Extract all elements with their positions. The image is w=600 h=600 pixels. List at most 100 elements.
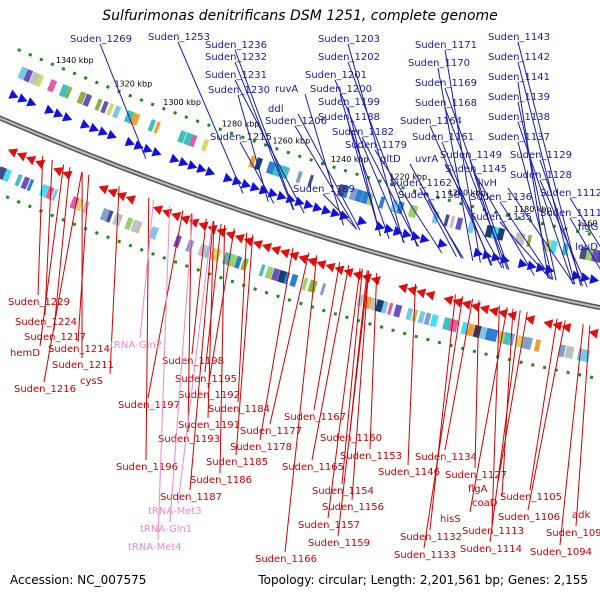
gene-label-upper: Suden_1199 — [318, 97, 380, 108]
gene-arrow-reverse — [316, 260, 327, 270]
feature-block-lower — [503, 332, 512, 346]
feature-block-upper — [526, 234, 533, 248]
feature-block-upper — [378, 196, 386, 209]
gene-arrow-forward — [303, 199, 314, 209]
gene-label-upper: Suden_1129 — [510, 150, 572, 161]
gene-arrow-forward — [356, 215, 368, 226]
feature-block-lower — [26, 178, 35, 192]
gene-arrow-forward — [97, 126, 108, 136]
feature-block-lower — [411, 309, 419, 322]
gene-arrow-reverse — [543, 319, 554, 330]
gene-label-upper-leader — [334, 79, 405, 244]
gene-arrow-forward — [44, 104, 55, 114]
gene-label-upper: Suden_1201 — [305, 70, 367, 81]
gene-label-lower: Suden_1186 — [190, 475, 252, 486]
feature-block-lower — [148, 226, 159, 240]
gene-arrow-reverse — [352, 270, 363, 281]
feature-block-upper — [407, 204, 419, 219]
gene-arrow-reverse — [370, 276, 381, 286]
gene-label-upper-leader — [474, 173, 535, 276]
gene-arrow-forward — [79, 119, 91, 129]
gene-label-upper-leader — [444, 49, 481, 263]
gene-label-lower: Suden_1094 — [530, 547, 592, 558]
gene-label-lower-leader — [235, 234, 254, 456]
gene-label-lower-leader — [423, 296, 464, 549]
gene-label-lower: Suden_1153 — [340, 451, 402, 462]
gene-label-lower: Suden_1177 — [240, 426, 302, 437]
gene-label-upper-leader — [517, 101, 557, 281]
gene-arrow-forward — [17, 93, 28, 103]
trna-label: tRNA-Met4 — [128, 542, 182, 553]
feature-block-upper — [17, 66, 28, 81]
gene-label-lower: adk — [572, 510, 590, 521]
feature-block-lower — [270, 267, 281, 282]
feature-block-lower — [301, 277, 309, 291]
gene-label-upper-leader — [361, 136, 420, 247]
gene-label-lower-leader — [43, 171, 83, 383]
gene-arrow-forward — [580, 272, 591, 283]
gene-label-lower-leader — [259, 247, 294, 441]
gene-arrow-reverse — [479, 304, 490, 315]
tick-label: 1160 kbp — [577, 219, 600, 228]
feature-block-upper — [46, 79, 58, 93]
feature-block-lower — [20, 176, 31, 190]
feature-block-lower — [209, 247, 222, 262]
gene-label-upper-leader — [339, 93, 382, 237]
gene-label-upper: Suden_1215 — [210, 132, 272, 143]
gene-label-lower: Suden_1133 — [394, 550, 456, 561]
gene-arrow-forward — [419, 233, 430, 244]
gene-label-upper: leuD — [575, 242, 598, 253]
tick-label: 1280 kbp — [222, 119, 260, 128]
gene-label-upper: Suden_1179 — [345, 140, 407, 151]
gene-label-upper: Suden_1230 — [208, 85, 270, 96]
tick-label: 1320 kbp — [114, 79, 152, 88]
gene-label-lower: Suden_1187 — [160, 492, 222, 503]
gene-label-lower-leader — [284, 255, 318, 553]
gene-arrow-reverse — [252, 240, 263, 250]
gene-label-lower-leader — [337, 270, 370, 537]
feature-block-lower — [380, 300, 389, 314]
trna-label-leader — [139, 199, 155, 339]
gene-label-upper: Suden_1231 — [205, 70, 267, 81]
feature-block-upper — [177, 130, 187, 144]
tick-ring-lower — [0, 192, 597, 380]
gene-label-upper-leader — [437, 67, 474, 261]
feature-block-lower — [429, 314, 439, 328]
gene-label-lower-leader — [109, 186, 120, 375]
gene-label-upper-leader — [99, 43, 147, 159]
gene-arrow-forward — [401, 228, 412, 239]
gene-label-lower: Suden_1167 — [284, 412, 346, 423]
gene-arrow-reverse — [416, 288, 427, 299]
gene-label-lower: Suden_1178 — [230, 442, 292, 453]
gene-arrow-reverse — [488, 306, 499, 317]
gene-arrow-reverse — [552, 321, 563, 332]
gene-label-upper: Suden_1269 — [70, 34, 132, 45]
feature-block-upper — [100, 100, 109, 114]
trna-label-leader — [157, 205, 171, 541]
gene-arrow-forward — [526, 260, 537, 271]
gene-arrow-forward — [249, 181, 260, 192]
gene-arrow-forward — [410, 231, 421, 241]
gene-arrow-forward — [276, 190, 287, 201]
gene-label-lower-leader — [474, 300, 480, 469]
gene-arrow-forward — [142, 143, 153, 153]
gene-label-upper-leader — [517, 61, 576, 285]
gene-label-upper: Suden_1145 — [445, 164, 507, 175]
gene-label-lower: Suden_1198 — [162, 356, 224, 367]
gene-arrow-reverse — [298, 254, 309, 265]
gene-arrow-forward — [8, 89, 19, 99]
gene-label-upper-leader — [294, 125, 357, 230]
gene-label-lower: Suden_1211 — [52, 360, 114, 371]
gene-label-lower: Suden_1105 — [500, 492, 562, 503]
gene-label-lower-leader — [341, 268, 363, 485]
trna-label: tRNA-Gln2 — [110, 340, 162, 351]
feature-block-lower — [106, 210, 114, 223]
gene-label-lower: Suden_1216 — [14, 384, 76, 395]
gene-arrow-reverse — [98, 185, 109, 195]
gene-arrow-forward — [231, 175, 243, 186]
gene-label-lower: hemD — [10, 348, 40, 359]
gene-arrow-reverse — [470, 302, 481, 313]
gene-label-lower-leader — [44, 159, 53, 316]
gene-label-lower-leader — [53, 167, 71, 331]
gene-label-upper: Suden_1138 — [488, 112, 550, 123]
